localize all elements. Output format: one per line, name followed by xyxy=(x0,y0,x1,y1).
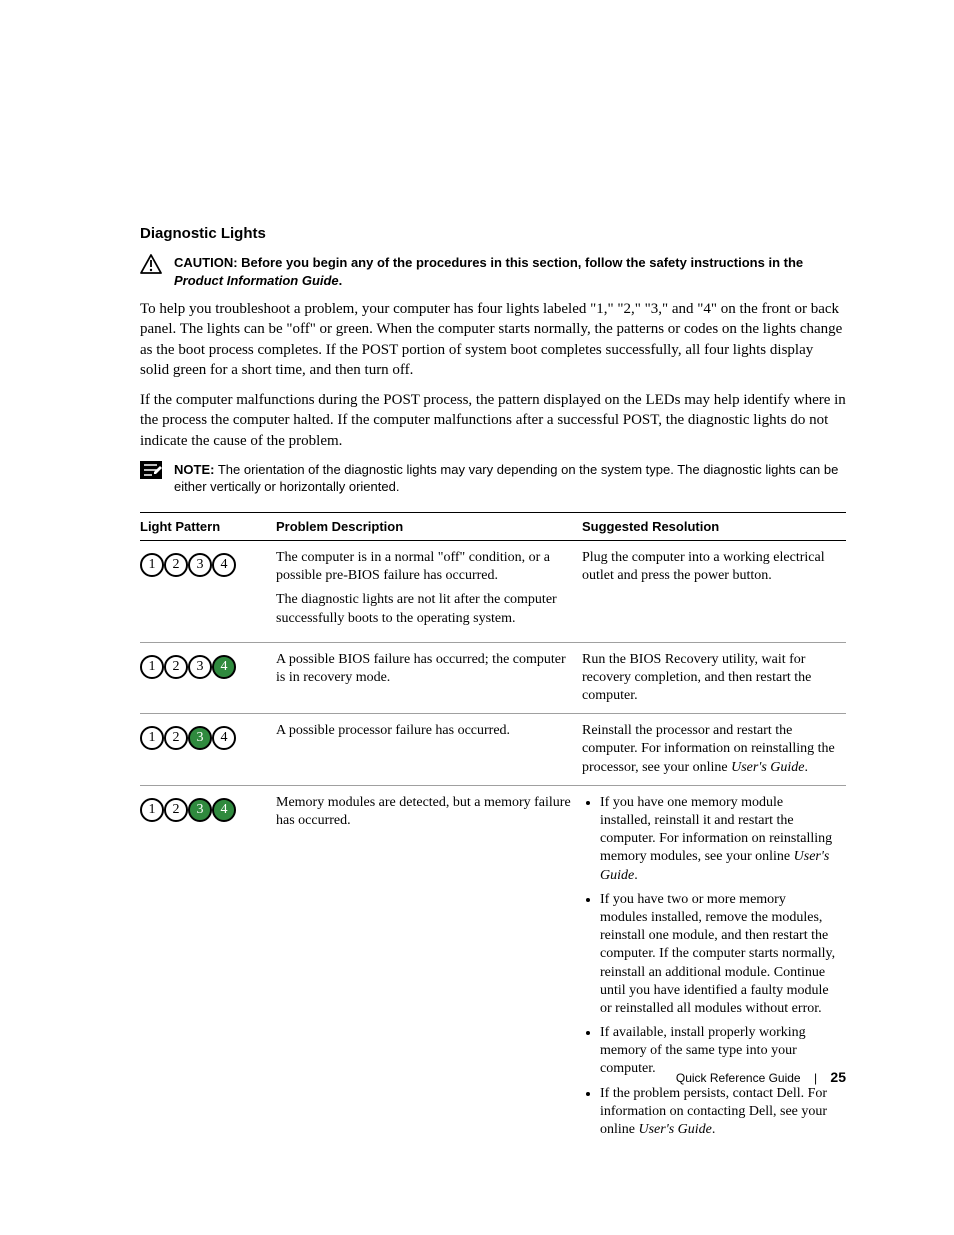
note-icon xyxy=(140,461,174,479)
diagnostic-light: 3 xyxy=(188,726,212,750)
note-body: The orientation of the diagnostic lights… xyxy=(174,462,838,495)
col-header: Suggested Resolution xyxy=(582,512,846,540)
diagnostic-light: 3 xyxy=(188,798,212,822)
note-label: NOTE: xyxy=(174,462,214,477)
light-pattern: 1234 xyxy=(140,553,266,577)
page: Diagnostic Lights CAUTION: Before you be… xyxy=(0,0,954,1235)
diagnostic-light: 4 xyxy=(212,726,236,750)
caution-callout: CAUTION: Before you begin any of the pro… xyxy=(140,254,846,289)
diagnostic-light: 1 xyxy=(140,553,164,577)
diagnostic-light: 2 xyxy=(164,655,188,679)
resolution-item: If you have two or more memory modules i… xyxy=(600,891,836,1018)
caution-body-after: . xyxy=(339,273,343,288)
problem-description-cell: The computer is in a normal "off" condit… xyxy=(276,540,582,642)
diagnostic-light: 2 xyxy=(164,553,188,577)
intro-paragraph-2: If the computer malfunctions during the … xyxy=(140,390,846,451)
note-text: NOTE: The orientation of the diagnostic … xyxy=(174,461,846,496)
caution-body-italic: Product Information Guide xyxy=(174,273,339,288)
problem-description-cell: A possible processor failure has occurre… xyxy=(276,714,582,786)
light-pattern-cell: 1234 xyxy=(140,785,276,1153)
diagnostic-light: 2 xyxy=(164,798,188,822)
resolution-list: If you have one memory module installed,… xyxy=(582,794,836,1139)
resolution-cell: Reinstall the processor and restart the … xyxy=(582,714,846,786)
intro-paragraph-1: To help you troubleshoot a problem, your… xyxy=(140,299,846,380)
problem-description-cell: A possible BIOS failure has occurred; th… xyxy=(276,642,582,714)
light-pattern-cell: 1234 xyxy=(140,642,276,714)
table-header-row: Light Pattern Problem Description Sugges… xyxy=(140,512,846,540)
light-pattern: 1234 xyxy=(140,798,266,822)
light-pattern: 1234 xyxy=(140,655,266,679)
resolution-item: If the problem persists, contact Dell. F… xyxy=(600,1085,836,1140)
table-row: 1234 A possible processor failure has occ… xyxy=(140,714,846,786)
problem-description: The diagnostic lights are not lit after … xyxy=(276,591,572,627)
section-heading: Diagnostic Lights xyxy=(140,225,846,242)
diagnostic-light: 3 xyxy=(188,553,212,577)
diagnostic-light: 1 xyxy=(140,655,164,679)
table-row: 1234 The computer is in a normal "off" co… xyxy=(140,540,846,642)
problem-description: A possible processor failure has occurre… xyxy=(276,722,572,740)
resolution-item: If you have one memory module installed,… xyxy=(600,794,836,885)
light-pattern-cell: 1234 xyxy=(140,714,276,786)
resolution-cell: Run the BIOS Recovery utility, wait for … xyxy=(582,642,846,714)
resolution-cell: If you have one memory module installed,… xyxy=(582,785,846,1153)
table-row: 1234 A possible BIOS failure has occurred… xyxy=(140,642,846,714)
problem-description: Memory modules are detected, but a memor… xyxy=(276,794,572,830)
note-callout: NOTE: The orientation of the diagnostic … xyxy=(140,461,846,496)
diagnostic-light: 3 xyxy=(188,655,212,679)
resolution-cell: Plug the computer into a working electri… xyxy=(582,540,846,642)
caution-text: CAUTION: Before you begin any of the pro… xyxy=(174,254,846,289)
problem-description: The computer is in a normal "off" condit… xyxy=(276,549,572,585)
diagnostic-light: 4 xyxy=(212,655,236,679)
caution-body-before: Before you begin any of the procedures i… xyxy=(238,255,804,270)
col-header: Problem Description xyxy=(276,512,582,540)
diagnostic-table: Light Pattern Problem Description Sugges… xyxy=(140,512,846,1153)
table-row: 1234 Memory modules are detected, but a m… xyxy=(140,785,846,1153)
footer-title: Quick Reference Guide xyxy=(676,1071,801,1085)
footer-separator: | xyxy=(814,1071,817,1085)
footer-page-number: 25 xyxy=(830,1069,846,1085)
problem-description-cell: Memory modules are detected, but a memor… xyxy=(276,785,582,1153)
page-footer: Quick Reference Guide | 25 xyxy=(676,1069,846,1085)
caution-icon xyxy=(140,254,174,274)
light-pattern-cell: 1234 xyxy=(140,540,276,642)
diagnostic-light: 1 xyxy=(140,798,164,822)
diagnostic-light: 4 xyxy=(212,798,236,822)
diagnostic-light: 1 xyxy=(140,726,164,750)
caution-label: CAUTION: xyxy=(174,255,238,270)
diagnostic-light: 2 xyxy=(164,726,188,750)
col-header: Light Pattern xyxy=(140,512,276,540)
light-pattern: 1234 xyxy=(140,726,266,750)
diagnostic-light: 4 xyxy=(212,553,236,577)
problem-description: A possible BIOS failure has occurred; th… xyxy=(276,651,572,687)
